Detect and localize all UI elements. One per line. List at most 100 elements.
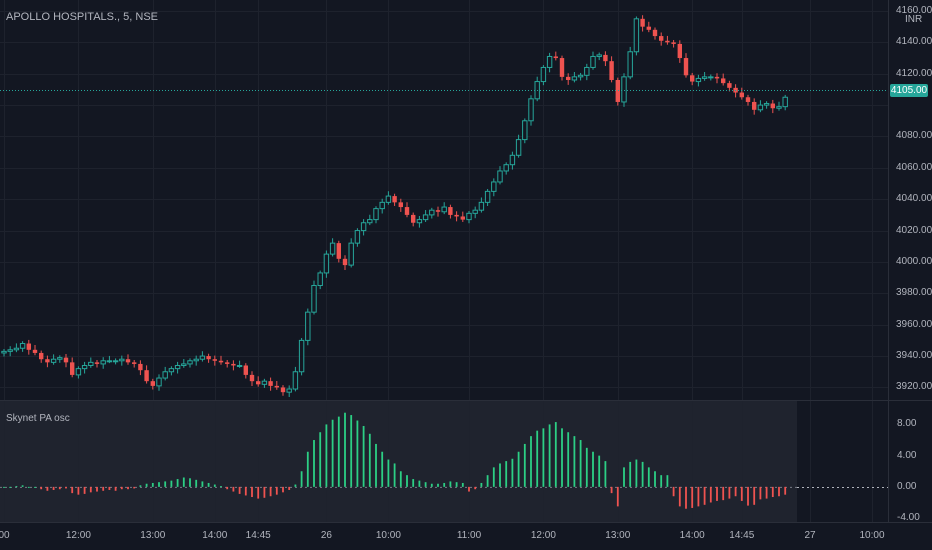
candle-body [106,360,113,363]
osc-bar [616,486,619,507]
candle-body [770,103,775,109]
candle-body [236,364,243,367]
osc-bar [424,482,427,487]
candle-body [522,120,528,141]
osc-bar [226,486,229,490]
osc-bar [319,432,322,487]
candle-body [745,97,751,102]
candle-body [305,311,311,341]
candle-body [286,388,292,393]
candle-body [360,222,367,232]
osc-tick-label: 0.00 [897,480,917,492]
osc-bar [176,479,179,487]
osc-bar [716,486,718,501]
candle-body [627,51,633,78]
candle-body [621,76,627,103]
candle-body [478,201,485,211]
osc-bar [610,486,613,494]
candle-body [429,209,435,216]
osc-bar [561,428,563,487]
osc-bar [598,455,601,487]
price-tick-label: 4140.00 [896,36,932,48]
candle-body [739,92,744,98]
candle-body [280,387,286,393]
osc-bar [536,430,539,487]
osc-bar [350,415,353,487]
candle-body [181,363,187,366]
osc-bar [344,412,346,487]
osc-bar [15,486,18,488]
candle-body [392,196,397,203]
candle-body [411,214,416,223]
osc-bar [554,422,557,487]
oscillator-bars [0,412,797,509]
osc-bar [58,486,61,490]
candle-body [45,359,50,363]
time-tick-label: 14:00 [202,530,228,541]
last-price-tag: 4105.00 [890,84,928,97]
osc-bar [158,482,160,487]
osc-bar [461,482,464,487]
osc-bar [102,486,105,491]
osc-bar [96,486,98,492]
candle-body [132,362,137,364]
osc-bar [325,424,328,487]
candle-body [100,360,106,365]
symbol-title[interactable]: APOLLO HOSPITALS., 5, NSE [6,11,159,23]
candle-body [603,54,608,62]
osc-bar [108,486,111,490]
candle-body [94,362,100,364]
osc-bar [480,482,483,487]
osc-bar [65,486,67,489]
candle-body [1,350,7,354]
candle-body [646,26,651,30]
osc-bar [740,486,743,501]
osc-bar [275,486,278,495]
osc-bar [288,486,291,490]
osc-bar [21,485,24,487]
time-tick-label: 14:00 [679,530,705,541]
osc-bar [71,486,74,494]
time-tick-label: 11:00 [456,530,482,541]
price-tick-label: 3940.00 [896,350,932,362]
osc-bar [660,475,663,487]
candle-body [206,356,211,360]
candle-body [156,377,162,387]
price-tick-label: 4040.00 [896,193,932,205]
osc-bar [232,486,235,492]
price-tick-label: 4060.00 [896,161,932,173]
osc-bar [306,451,309,487]
candle-body [19,343,26,349]
osc-bar [164,481,167,487]
oscillator-title[interactable]: Skynet PA osc [6,413,70,424]
osc-bar [530,436,532,487]
osc-bar [623,467,625,487]
candle-body [81,364,88,370]
osc-bar [189,478,191,487]
osc-bar [331,419,334,487]
candle-body [13,347,20,351]
osc-bar [635,459,638,487]
candle-body [503,164,509,172]
osc-bar [747,486,749,506]
osc-bar [486,475,489,487]
price-tick-label: 4160.00 [896,4,932,16]
candle-body [590,55,596,68]
candle-body [168,368,175,373]
candle-body [422,214,429,221]
osc-bar [127,486,129,490]
time-tick-label: 13:00 [140,530,166,541]
candle-body [404,207,410,215]
osc-bar [678,486,681,507]
time-tick-label: 12:00 [530,530,556,541]
time-tick-label: 14:45 [245,530,271,541]
osc-bar [709,486,712,503]
price-tick-label: 4120.00 [896,67,932,79]
candle-body [596,54,602,57]
candle-body [515,139,522,156]
candle-body [225,362,230,364]
candle-body [119,358,125,362]
price-tick-label: 4020.00 [896,224,932,236]
osc-bar [592,451,594,487]
